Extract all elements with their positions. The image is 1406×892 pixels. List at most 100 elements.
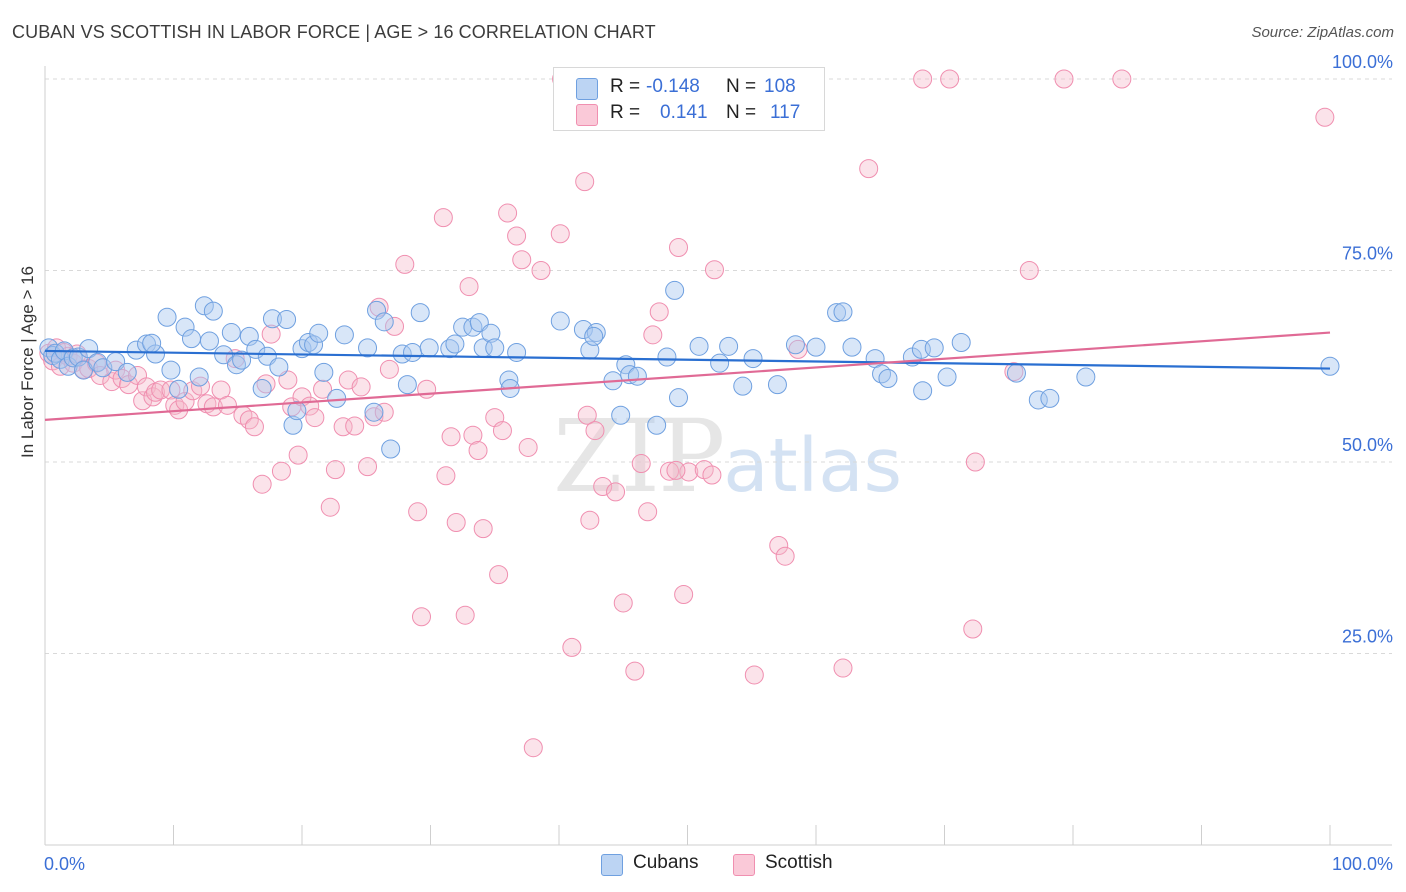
bottom-legend-label-scottish: Scottish xyxy=(765,852,833,873)
cubans-point xyxy=(63,348,83,368)
scottish-point xyxy=(137,377,157,397)
scottish-point xyxy=(702,465,722,485)
scottish-point xyxy=(666,460,686,480)
legend-r-value: -0.148 xyxy=(646,76,700,97)
series-cubans-points xyxy=(39,280,1340,459)
cubans-point xyxy=(878,369,898,389)
scottish-point xyxy=(320,497,340,517)
cubans-point xyxy=(410,303,430,323)
scottish-point xyxy=(638,502,658,522)
scottish-point xyxy=(351,377,371,397)
cubans-point xyxy=(1040,388,1060,408)
legend-r-label: R = xyxy=(610,102,641,123)
cubans-point xyxy=(1076,367,1096,387)
cubans-point xyxy=(161,360,181,380)
scottish-point xyxy=(859,159,879,179)
cubans-point xyxy=(314,362,334,382)
scottish-point xyxy=(252,474,272,494)
scottish-point xyxy=(1112,69,1132,89)
cubans-point xyxy=(627,366,647,386)
legend-n-label: N = xyxy=(726,102,757,123)
scottish-point xyxy=(963,619,983,639)
cubans-point xyxy=(117,362,137,382)
scottish-point xyxy=(345,416,365,436)
chart-title: CUBAN VS SCOTTISH IN LABOR FORCE | AGE >… xyxy=(12,22,656,42)
bottom-legend-label-cubans: Cubans xyxy=(633,852,699,873)
x-tick-label: 0.0% xyxy=(44,854,85,874)
x-tick-label: 100.0% xyxy=(1332,854,1393,874)
scottish-point xyxy=(313,379,333,399)
cubans-point xyxy=(221,323,241,343)
scottish-point xyxy=(775,546,795,566)
cubans-point xyxy=(719,336,739,356)
scottish-point xyxy=(585,421,605,441)
scottish-point xyxy=(674,585,694,605)
scottish-point xyxy=(441,427,461,447)
scottish-point xyxy=(1315,107,1335,127)
cubans-point xyxy=(485,338,505,358)
scottish-point xyxy=(492,421,512,441)
scottish-point xyxy=(473,519,493,539)
cubans-point xyxy=(665,280,685,300)
cubans-point xyxy=(481,323,501,343)
cubans-point xyxy=(785,335,805,355)
cubans-point xyxy=(283,415,303,435)
cubans-point xyxy=(214,345,234,365)
scottish-point xyxy=(364,407,384,427)
scottish-point xyxy=(278,370,298,390)
scottish-point xyxy=(358,457,378,477)
scottish-point xyxy=(468,441,488,461)
cubans-point xyxy=(1006,363,1026,383)
y-tick-label: 50.0% xyxy=(1342,435,1393,455)
scottish-point xyxy=(940,69,960,89)
scottish-point xyxy=(455,605,475,625)
cubans-point xyxy=(181,329,201,349)
cubans-point xyxy=(951,333,971,353)
legend-swatch-cubans xyxy=(576,78,598,100)
cubans-point xyxy=(364,402,384,422)
cubans-point xyxy=(550,311,570,331)
watermark-atlas: atlas xyxy=(723,423,903,509)
tick-labels: 25.0% 50.0% 75.0% 100.0% 0.0% 100.0% xyxy=(44,52,1393,874)
cubans-point xyxy=(806,337,826,357)
cubans-point xyxy=(142,333,162,353)
scottish-point xyxy=(1054,69,1074,89)
cubans-point xyxy=(367,300,387,320)
cubans-point xyxy=(767,375,787,395)
scottish-point xyxy=(271,461,291,481)
cubans-point xyxy=(232,350,252,370)
scottish-point xyxy=(412,607,432,627)
cubans-point xyxy=(287,401,307,421)
cubans-point xyxy=(937,367,957,387)
scottish-point xyxy=(498,203,518,223)
scottish-point xyxy=(385,316,405,336)
cubans-point xyxy=(277,310,297,330)
legend: R = -0.148 N = 108 R = 0.141 N = 117 xyxy=(553,67,825,131)
cubans-point xyxy=(733,376,753,396)
y-axis-label: In Labor Force | Age > 16 xyxy=(18,265,37,458)
cubans-point xyxy=(657,347,677,367)
scottish-point xyxy=(518,437,538,457)
bottom-legend-swatch-scottish xyxy=(733,854,755,876)
scottish-point xyxy=(913,69,933,89)
scottish-point xyxy=(489,565,509,585)
scottish-point xyxy=(325,460,345,480)
cubans-point xyxy=(827,303,847,323)
scottish-point xyxy=(459,277,479,297)
cubans-point xyxy=(269,357,289,377)
scottish-point xyxy=(606,482,626,502)
scottish-point xyxy=(769,535,789,555)
y-tick-label: 75.0% xyxy=(1342,244,1393,264)
scottish-point xyxy=(744,665,764,685)
cubans-point xyxy=(358,338,378,358)
cubans-point xyxy=(403,342,423,362)
scottish-point xyxy=(374,402,394,422)
cubans-point xyxy=(419,338,439,358)
scottish-point xyxy=(1019,261,1039,280)
scottish-point xyxy=(146,382,166,402)
scottish-point xyxy=(463,425,483,445)
cubans-point xyxy=(573,319,593,339)
cubans-point xyxy=(93,358,113,378)
y-tick-label: 25.0% xyxy=(1342,627,1393,647)
